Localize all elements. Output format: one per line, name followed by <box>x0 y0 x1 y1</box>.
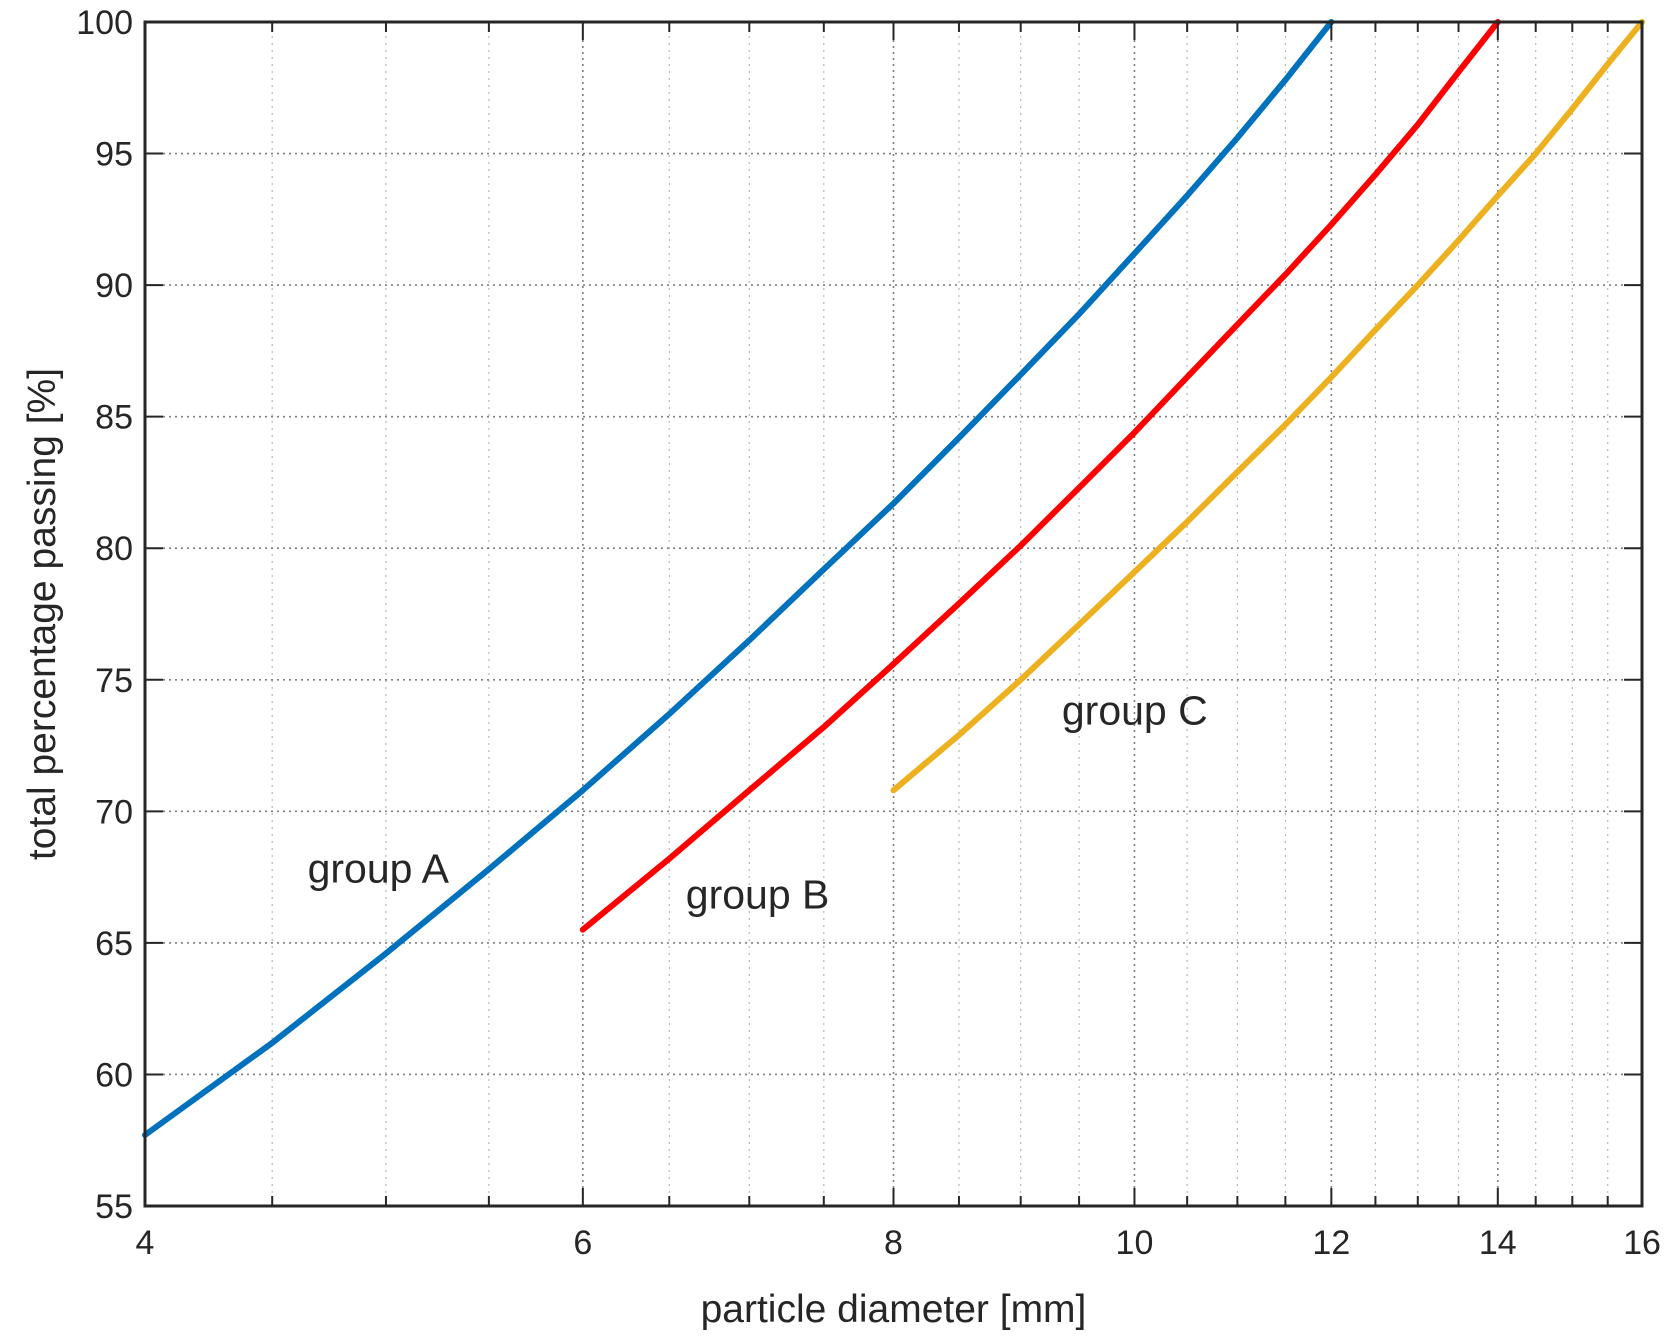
y-tick-label: 75 <box>95 662 133 700</box>
plot-frame <box>143 20 1644 1208</box>
x-tick-label: 16 <box>1623 1224 1661 1262</box>
x-tick-label: 10 <box>1116 1224 1154 1262</box>
annotation-group-a: group A <box>308 845 450 891</box>
y-tick-label: 65 <box>95 925 133 963</box>
y-tick-label: 85 <box>95 399 133 437</box>
annotation-group-c: group C <box>1062 688 1208 734</box>
x-tick-label: 14 <box>1479 1224 1517 1262</box>
series-annotations: group A group B group C <box>308 688 1208 918</box>
y-tick-label: 100 <box>76 4 133 42</box>
grid <box>145 22 1642 1206</box>
series-line-group-a <box>142 19 1335 1138</box>
y-tick-label: 55 <box>95 1188 133 1226</box>
y-tick-label: 90 <box>95 267 133 305</box>
y-tick-label: 60 <box>95 1056 133 1094</box>
x-tick-label: 8 <box>884 1224 903 1262</box>
y-axis-title: total percentage passing [%] <box>21 368 64 860</box>
annotation-group-b: group B <box>686 872 830 918</box>
series-line-group-b <box>579 19 1501 933</box>
x-tick-label: 4 <box>136 1224 155 1262</box>
series-line-group-c <box>890 19 1645 794</box>
x-axis-title: particle diameter [mm] <box>701 1288 1087 1331</box>
axis-ticks <box>144 21 1643 1207</box>
y-tick-label: 95 <box>95 136 133 174</box>
x-tick-label: 12 <box>1312 1224 1350 1262</box>
x-tick-labels: 4 6 8 10 12 14 16 <box>136 1224 1661 1262</box>
y-tick-label: 80 <box>95 530 133 568</box>
y-tick-labels: 55 60 65 70 75 80 85 90 95 100 <box>76 4 133 1226</box>
series-lines <box>142 19 1645 1138</box>
x-tick-label: 6 <box>573 1224 592 1262</box>
y-tick-label: 70 <box>95 793 133 831</box>
